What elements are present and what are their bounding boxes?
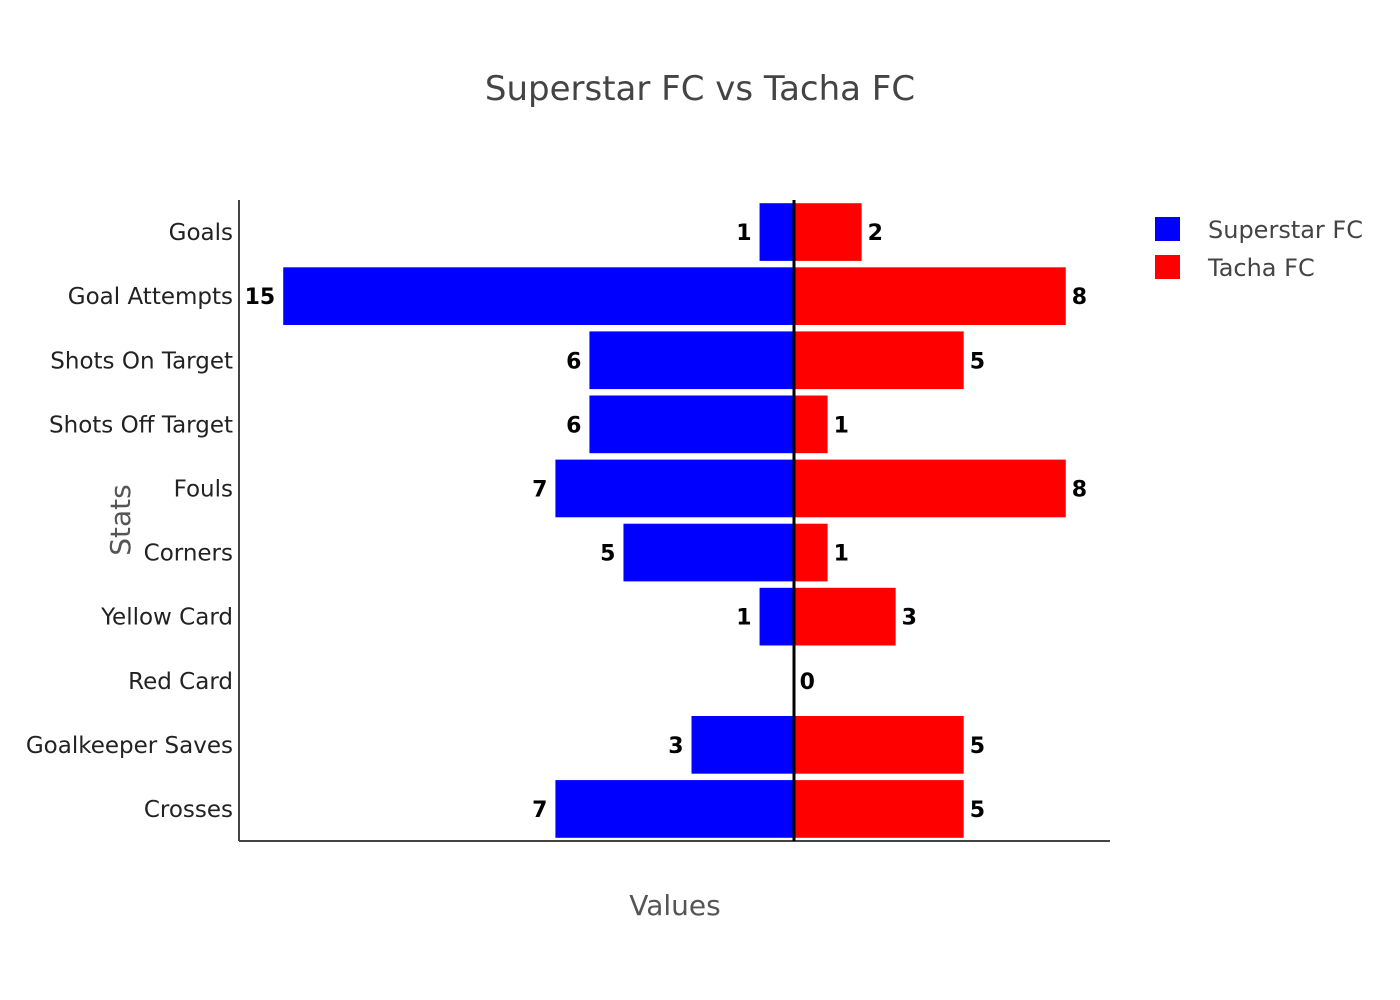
bar-tacha[interactable] <box>793 459 1066 518</box>
data-label: 8 <box>1072 285 1087 310</box>
data-label: 5 <box>600 542 615 567</box>
x-axis-title: Values <box>629 889 720 922</box>
bar-superstar[interactable] <box>589 331 794 390</box>
bar-superstar[interactable] <box>589 395 794 454</box>
legend-swatch[interactable] <box>1155 217 1180 241</box>
y-tick-label: Fouls <box>174 476 233 502</box>
data-label: 5 <box>970 349 985 374</box>
y-tick-label: Yellow Card <box>100 605 233 631</box>
data-label: 1 <box>834 413 849 438</box>
y-tick-label: Goal Attempts <box>68 284 233 310</box>
bar-tacha[interactable] <box>793 331 964 390</box>
y-tick-label: Crosses <box>144 797 233 823</box>
data-label: 1 <box>736 606 751 631</box>
y-axis-title: Stats <box>104 484 137 555</box>
data-labels-layer: 1 15 6 6 7 5 1 3 7 2 8 5 1 8 1 3 0 5 5 <box>245 221 1087 823</box>
data-label: 6 <box>566 413 581 438</box>
bar-superstar[interactable] <box>759 587 794 646</box>
legend-label[interactable]: Tacha FC <box>1207 254 1315 282</box>
y-tick-label: Shots On Target <box>50 348 233 374</box>
bars-layer <box>283 203 1066 838</box>
data-label: 1 <box>834 542 849 567</box>
bar-tacha[interactable] <box>793 267 1066 325</box>
data-label: 7 <box>532 798 547 823</box>
y-tick-label: Red Card <box>128 669 233 695</box>
bar-superstar[interactable] <box>691 716 794 774</box>
bar-tacha[interactable] <box>793 395 828 454</box>
bar-tacha[interactable] <box>793 587 896 646</box>
data-label: 2 <box>868 221 883 246</box>
bar-superstar[interactable] <box>623 523 794 582</box>
bar-tacha[interactable] <box>793 716 964 774</box>
bar-superstar[interactable] <box>555 459 794 518</box>
y-tick-label: Corners <box>144 541 233 567</box>
bar-tacha[interactable] <box>793 780 964 838</box>
data-label: 15 <box>245 285 276 310</box>
data-label: 3 <box>902 606 917 631</box>
data-label: 1 <box>736 221 751 246</box>
y-tick-label: Goalkeeper Saves <box>26 733 233 759</box>
data-label: 6 <box>566 349 581 374</box>
data-label: 5 <box>970 798 985 823</box>
legend-label[interactable]: Superstar FC <box>1208 216 1363 244</box>
data-label: 0 <box>800 670 815 695</box>
bar-superstar[interactable] <box>555 780 794 838</box>
bar-superstar[interactable] <box>759 203 794 261</box>
data-label: 3 <box>668 734 683 759</box>
data-label: 8 <box>1072 477 1087 502</box>
chart-title: Superstar FC vs Tacha FC <box>485 69 915 109</box>
data-label: 7 <box>532 477 547 502</box>
y-tick-labels: Goals Goal Attempts Shots On Target Shots O… <box>26 220 233 823</box>
bar-tacha[interactable] <box>793 523 828 582</box>
y-tick-label: Goals <box>169 220 233 246</box>
y-tick-label: Shots Off Target <box>49 412 233 438</box>
bar-tacha[interactable] <box>793 203 862 261</box>
legend-swatch[interactable] <box>1155 255 1180 279</box>
legend[interactable]: Superstar FC Tacha FC <box>1155 216 1363 282</box>
data-label: 5 <box>970 734 985 759</box>
bar-superstar[interactable] <box>283 267 794 325</box>
